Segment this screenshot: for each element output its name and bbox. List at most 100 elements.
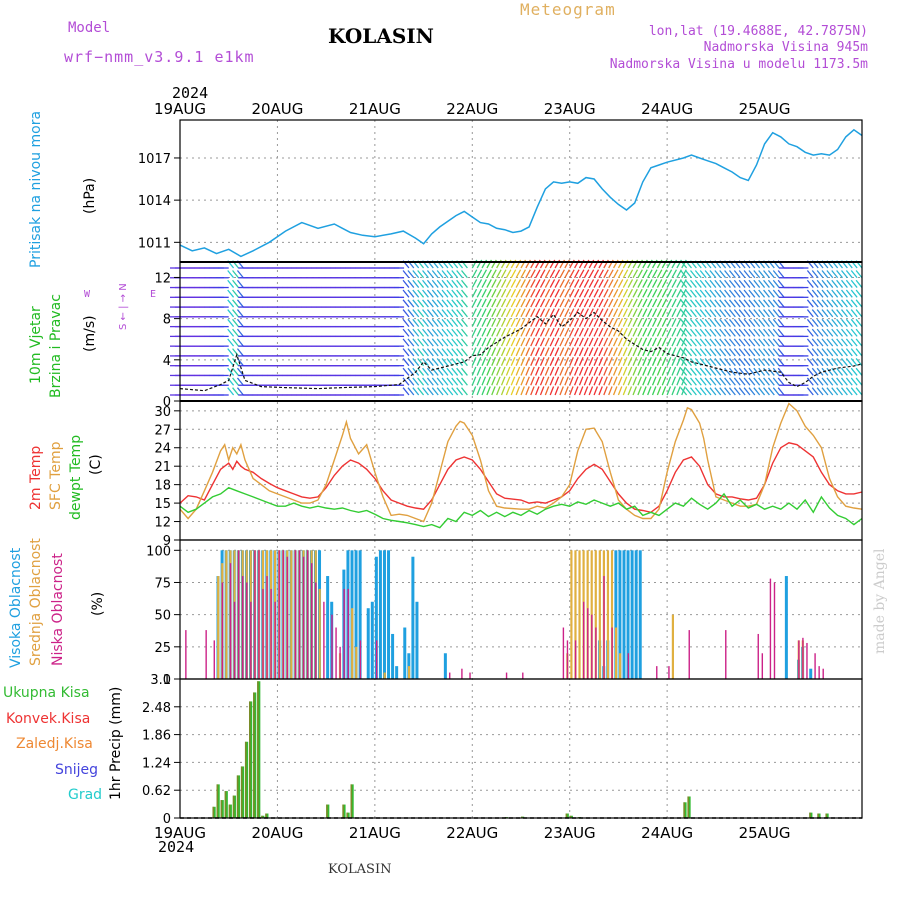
cloud-low-bar (761, 653, 764, 679)
wind-barb (426, 367, 434, 376)
wind-barb (554, 279, 561, 288)
temp-tick-label: 15 (154, 497, 171, 512)
wind-barb (456, 289, 464, 298)
wind-barb (422, 299, 429, 308)
wind-barb (836, 328, 844, 337)
wind-barb (637, 357, 643, 366)
wind-barb (564, 347, 570, 357)
wind-barb (530, 376, 535, 386)
wind-barb (763, 348, 770, 357)
wind-barb (714, 367, 722, 376)
wind-barb (699, 367, 707, 376)
wind-barb (578, 279, 585, 288)
wind-barb (510, 288, 517, 298)
wind-barb (539, 347, 545, 357)
cloud-low-bar (668, 666, 670, 679)
wind-barb (491, 357, 496, 366)
wind-barb (441, 318, 449, 328)
wind-barb (426, 387, 434, 396)
wind-barb (227, 270, 235, 279)
wind-barb (622, 366, 628, 376)
wind-barb (554, 318, 560, 327)
page-title: KOLASIN (328, 24, 434, 48)
wind-barb (515, 298, 521, 308)
wind-barb (544, 357, 550, 366)
wind-barb (612, 366, 618, 376)
wind-barb (811, 309, 819, 318)
wind-barb (661, 308, 667, 318)
wind-barb (617, 366, 623, 376)
wind-barb (446, 367, 454, 376)
wind-barb (767, 367, 775, 376)
wind-barb (598, 288, 604, 298)
wind-barb (510, 279, 517, 288)
wind-barb (554, 288, 560, 298)
wind-barb (666, 269, 673, 279)
wind-barb (598, 357, 604, 366)
wind-barb (578, 318, 585, 327)
wind-barb (806, 358, 814, 367)
wind-barb (694, 279, 702, 288)
wind-barb (758, 377, 766, 386)
wind-barb (753, 377, 761, 386)
wind-barb (841, 318, 848, 328)
wind-barb (446, 348, 454, 357)
precip-convective-bar (825, 813, 828, 818)
wind-barb (559, 327, 565, 337)
wind-barb (588, 357, 594, 366)
wind-barb (831, 348, 839, 357)
wind-barb (719, 318, 727, 328)
wind-barb (642, 347, 648, 357)
wind-barb (588, 366, 594, 376)
wind-barb (598, 366, 604, 376)
wind-barb (777, 358, 785, 367)
wind-barb (719, 358, 727, 367)
wind-barb (232, 270, 239, 279)
wind-barb (651, 298, 658, 308)
cloud-low-bar (282, 550, 284, 679)
wind-barb (689, 279, 697, 288)
cloud-low-bar (591, 614, 593, 679)
wind-barb (535, 327, 541, 337)
legend-graupel: Grad (68, 787, 103, 803)
wind-barb (491, 327, 497, 337)
model-elevation: Nadmorska Visina u modelu 1173.5m (609, 57, 868, 72)
wind-barb (845, 318, 853, 328)
wind-barb (505, 279, 512, 288)
wind-barb (661, 366, 667, 376)
wind-barb (738, 279, 746, 288)
wind-barb (549, 376, 555, 386)
wind-barb (651, 386, 657, 396)
wind-barb (714, 358, 722, 367)
wind-barb (694, 318, 702, 328)
precip-convective-bar (249, 701, 251, 818)
wind-barb (236, 348, 244, 357)
wind-barb (656, 386, 662, 396)
wind-barb (554, 308, 560, 318)
wind-barb (412, 348, 420, 357)
cloud-low-bar (250, 601, 252, 679)
wind-barb (821, 358, 829, 367)
wind-barb (622, 318, 628, 327)
wind-barb (728, 328, 736, 337)
wind-barb (402, 338, 410, 347)
wind-barb (806, 309, 814, 318)
wind-barb (806, 377, 814, 386)
cloud-low-bar (347, 588, 349, 679)
wind-barb (806, 367, 814, 376)
wind-barb (603, 357, 609, 366)
wind-barb (525, 308, 531, 318)
wind-barb (227, 318, 235, 328)
wind-barb (676, 366, 682, 376)
wind-barb (461, 289, 468, 298)
wind-barb (525, 288, 531, 298)
wind-barb (733, 348, 741, 357)
wind-barb (777, 387, 785, 396)
cloud-low-bar (343, 588, 345, 679)
day-label-top: 25AUG (739, 100, 791, 118)
wind-barb (481, 386, 486, 396)
wind-barb (544, 279, 551, 288)
precip-tick-label: 1.86 (142, 729, 171, 744)
wind-barb (850, 279, 858, 288)
wind-barb (476, 318, 482, 327)
